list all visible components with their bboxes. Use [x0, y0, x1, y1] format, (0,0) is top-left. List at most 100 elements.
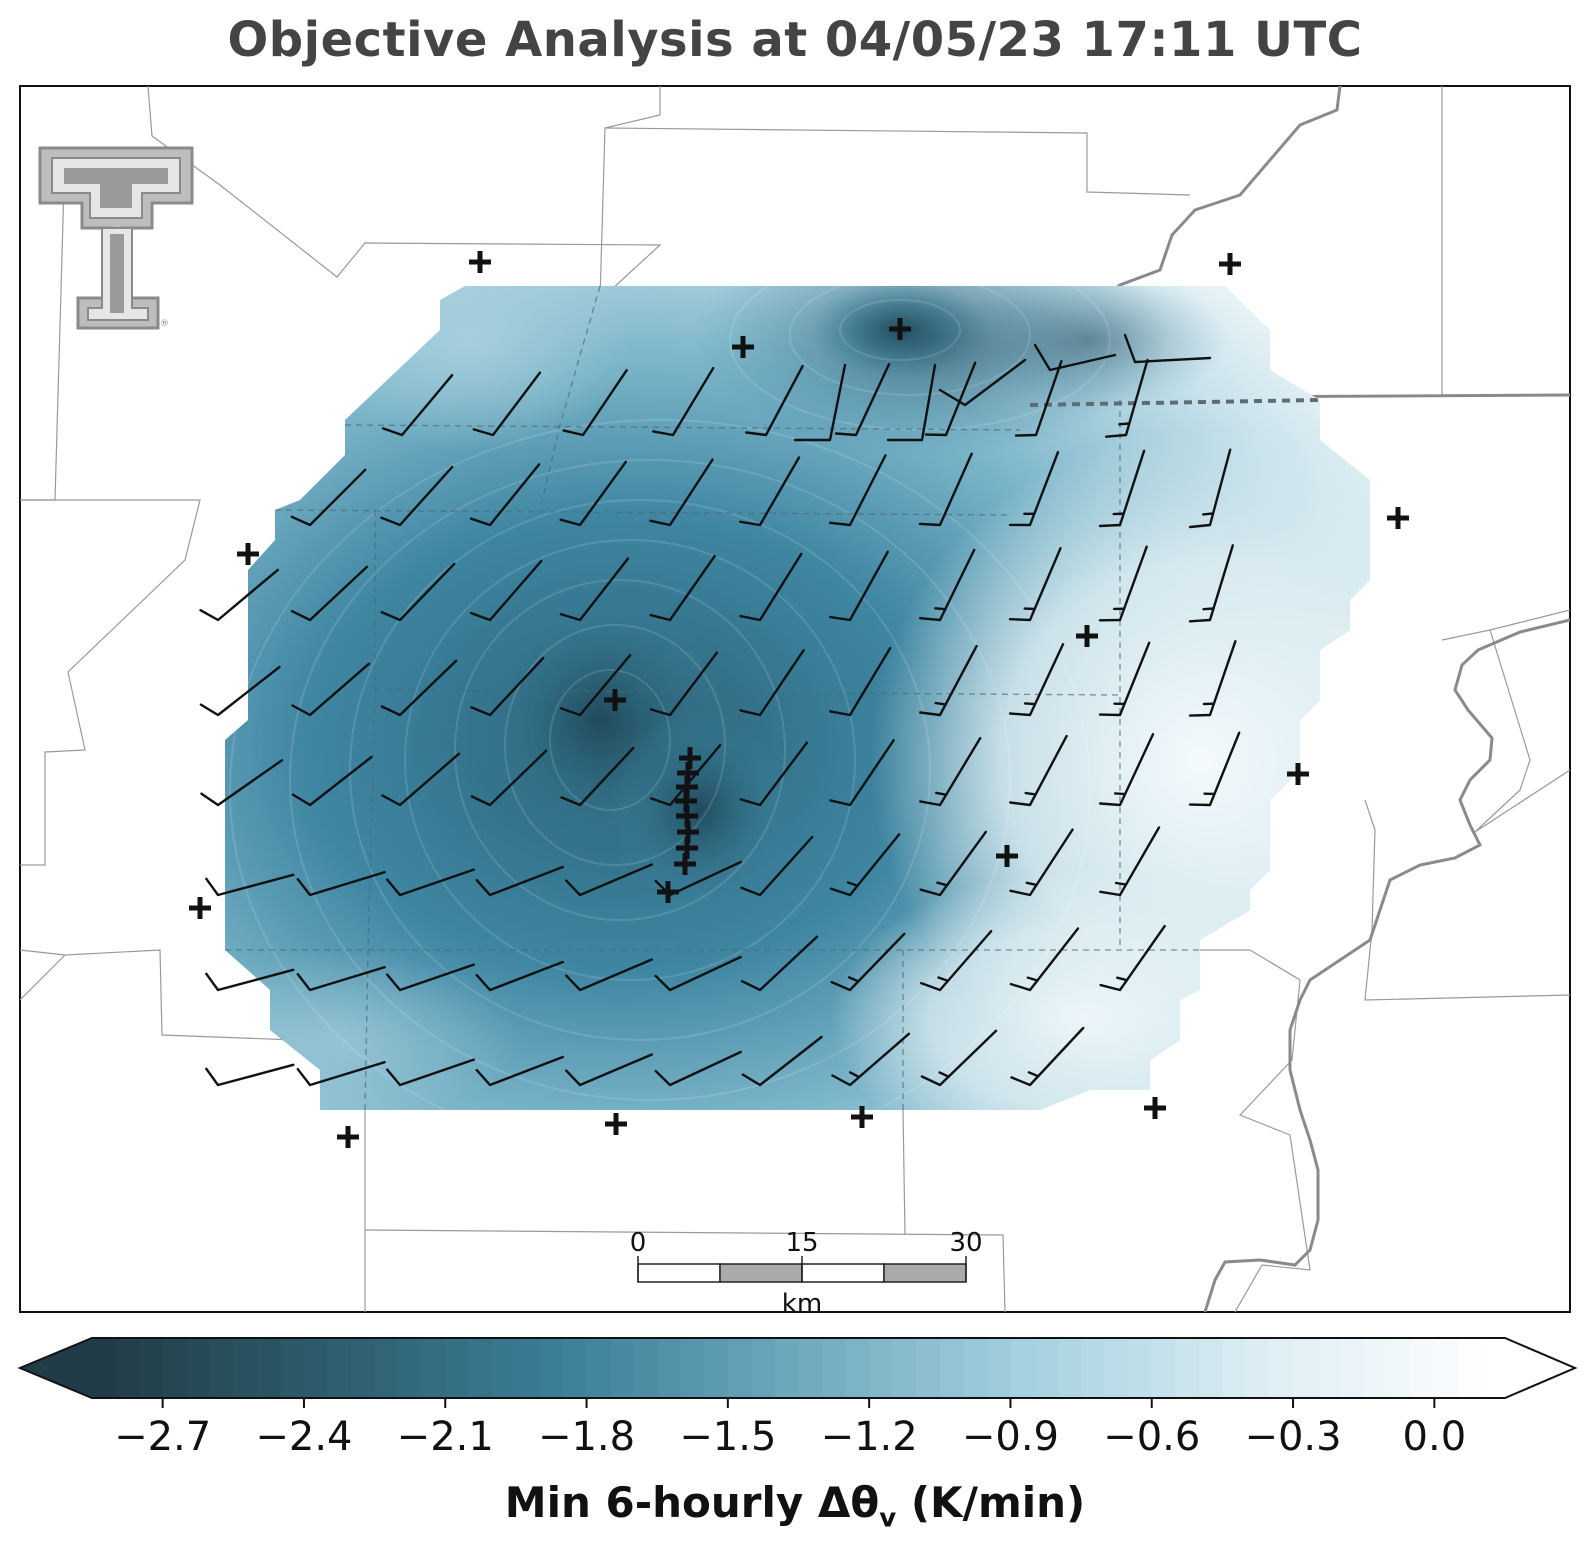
- station-marker: [1287, 763, 1309, 785]
- colorbar-cell: [774, 1338, 800, 1398]
- scale-bar: 0 15 30 km: [630, 1228, 983, 1319]
- colorbar-cell: [727, 1338, 752, 1398]
- wind-barb-half: [1201, 512, 1215, 516]
- wind-barb: [740, 935, 819, 992]
- wind-barb: [1098, 545, 1148, 622]
- wind-barb-half: [1024, 791, 1037, 796]
- wind-barb: [386, 1058, 475, 1087]
- colorbar-tick-label: 0.0: [1403, 1414, 1467, 1460]
- wind-barb: [296, 966, 386, 992]
- colorbar-tick-label: −2.1: [397, 1414, 494, 1460]
- colorbar-extend-min: [20, 1338, 92, 1398]
- colorbar-cell: [1034, 1338, 1059, 1398]
- wind-barb: [920, 929, 993, 992]
- wind-barb: [828, 454, 887, 527]
- station-marker: [1076, 625, 1098, 647]
- contour-lines: [229, 286, 1111, 1110]
- texas-tech-double-t-logo: ®: [38, 146, 194, 330]
- wind-barb: [739, 552, 803, 622]
- wind-barb: [918, 548, 976, 622]
- colorbar-cells: [20, 1338, 1575, 1398]
- colorbar-cell: [751, 1338, 776, 1398]
- wind-barb-half: [849, 1071, 861, 1079]
- colorbar-tick-label: −1.8: [538, 1414, 635, 1460]
- colorbar-tick-label: −0.3: [1244, 1414, 1341, 1460]
- wind-barb: [649, 651, 719, 717]
- wind-barb: [919, 736, 982, 807]
- station-marker: [189, 897, 211, 919]
- colorbar-cell: [539, 1338, 564, 1398]
- wind-barb: [919, 830, 987, 897]
- scale-bar-tick-0: 0: [630, 1228, 647, 1258]
- station-markers: [189, 251, 1409, 1148]
- wind-barb: [559, 557, 630, 622]
- wind-barb: [1010, 1026, 1085, 1087]
- wind-barb: [1033, 343, 1117, 372]
- station-marker: [674, 853, 696, 875]
- wind-barb: [1104, 358, 1149, 438]
- wind-barb: [1188, 731, 1241, 807]
- colorbar-cell: [327, 1338, 352, 1398]
- wind-barb: [793, 363, 847, 442]
- colorbar-cell: [563, 1338, 588, 1398]
- colorbar-cell: [209, 1338, 234, 1398]
- colorbar-cell: [633, 1338, 658, 1398]
- wind-barb: [470, 749, 548, 807]
- colorbar-cell: [162, 1338, 187, 1398]
- colorbar-cell: [610, 1338, 635, 1398]
- colorbar-ticks: −2.7 −2.4 −2.1 −1.8 −1.5 −1.2 −0.9 −0.6 −0.3 0.0: [114, 1398, 1466, 1460]
- colorbar-cell: [1222, 1338, 1247, 1398]
- wind-barb: [1098, 449, 1146, 528]
- wind-barb: [1014, 360, 1063, 437]
- wind-barb-half: [1023, 702, 1037, 706]
- colorbar-cell: [92, 1338, 117, 1398]
- wind-barb: [1008, 547, 1062, 622]
- wind-barb: [472, 371, 542, 437]
- map-title: Objective Analysis at 04/05/23 17:11 UTC: [227, 12, 1363, 68]
- svg-text:®: ®: [160, 319, 169, 329]
- wind-barb: [562, 369, 628, 437]
- wind-barb: [745, 364, 804, 437]
- wind-barb: [381, 752, 461, 807]
- colorbar-label: Min 6-hourly Δθv (K/min): [0, 1478, 1590, 1533]
- wind-barb: [470, 656, 545, 717]
- wind-barb: [560, 746, 635, 807]
- wind-barb: [739, 649, 805, 717]
- wind-barb: [654, 955, 742, 992]
- wind-barb-half: [1202, 607, 1215, 611]
- wind-barb-half: [1026, 976, 1039, 982]
- wind-barb: [386, 868, 475, 897]
- wind-barb: [559, 654, 632, 717]
- station-marker: [237, 543, 259, 565]
- colorbar-cell: [963, 1338, 988, 1398]
- wind-barb: [1188, 448, 1232, 529]
- colorbar-cell: [869, 1338, 894, 1398]
- station-marker: [469, 251, 491, 273]
- colorbar-extend-max: [1505, 1338, 1575, 1398]
- wind-barb-half: [1113, 792, 1127, 796]
- wind-barb: [1123, 333, 1212, 364]
- colorbar-cell: [798, 1338, 823, 1398]
- wind-barb: [829, 646, 892, 717]
- colorbar-cell: [139, 1338, 164, 1398]
- wind-barb: [829, 833, 901, 897]
- state-boundary-dashed: [1029, 398, 1321, 407]
- wind-barb: [470, 559, 543, 622]
- wind-barb: [205, 873, 295, 897]
- colorbar-cell: [468, 1338, 493, 1398]
- wind-barb: [565, 958, 653, 992]
- wind-barb: [649, 554, 716, 622]
- wind-barb: [290, 468, 367, 527]
- wind-barb: [919, 644, 978, 717]
- wind-barb: [559, 460, 627, 527]
- colorbar-cell: [892, 1338, 917, 1398]
- station-marker: [732, 336, 754, 358]
- scale-bar-unit: km: [782, 1289, 822, 1319]
- wind-barb: [1009, 828, 1074, 897]
- wind-barb: [205, 1063, 295, 1087]
- wind-barb: [291, 662, 371, 717]
- wind-barb: [741, 1035, 823, 1087]
- station-marker: [604, 689, 626, 711]
